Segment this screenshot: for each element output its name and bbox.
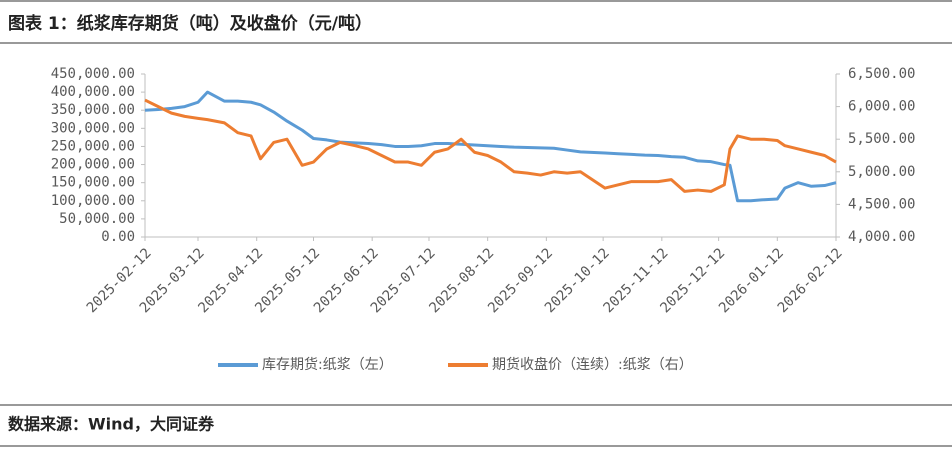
y-tick-label: 150,000.00 — [51, 175, 135, 191]
y2-tick-label: 5,500.00 — [848, 131, 915, 147]
y2-tick-label: 6,000.00 — [848, 99, 915, 115]
legend-label: 库存期货:纸浆（左） — [262, 356, 393, 373]
y-tick-label: 450,000.00 — [51, 66, 135, 82]
legend-label: 期货收盘价（连续）:纸浆（右） — [492, 356, 693, 373]
y-tick-label: 350,000.00 — [51, 102, 135, 118]
y2-tick-label: 4,000.00 — [848, 229, 915, 245]
y-tick-label: 50,000.00 — [59, 211, 135, 227]
y2-tick-label: 4,500.00 — [848, 196, 915, 212]
series-line — [144, 98, 837, 193]
source: 数据来源：Wind，大同证券 — [8, 415, 215, 434]
chart-title: 图表 1：纸浆库存期货（吨）及收盘价（元/吨） — [8, 13, 372, 34]
y-tick-label: 300,000.00 — [51, 120, 135, 136]
y-tick-label: 250,000.00 — [51, 138, 135, 154]
y-tick-label: 200,000.00 — [51, 157, 135, 173]
y-tick-label: 400,000.00 — [51, 84, 135, 100]
y2-tick-label: 6,500.00 — [848, 66, 915, 82]
y-tick-label: 0.00 — [101, 229, 135, 245]
y2-tick-label: 5,000.00 — [848, 164, 915, 180]
series-line — [144, 90, 837, 203]
y-tick-label: 100,000.00 — [51, 193, 135, 209]
